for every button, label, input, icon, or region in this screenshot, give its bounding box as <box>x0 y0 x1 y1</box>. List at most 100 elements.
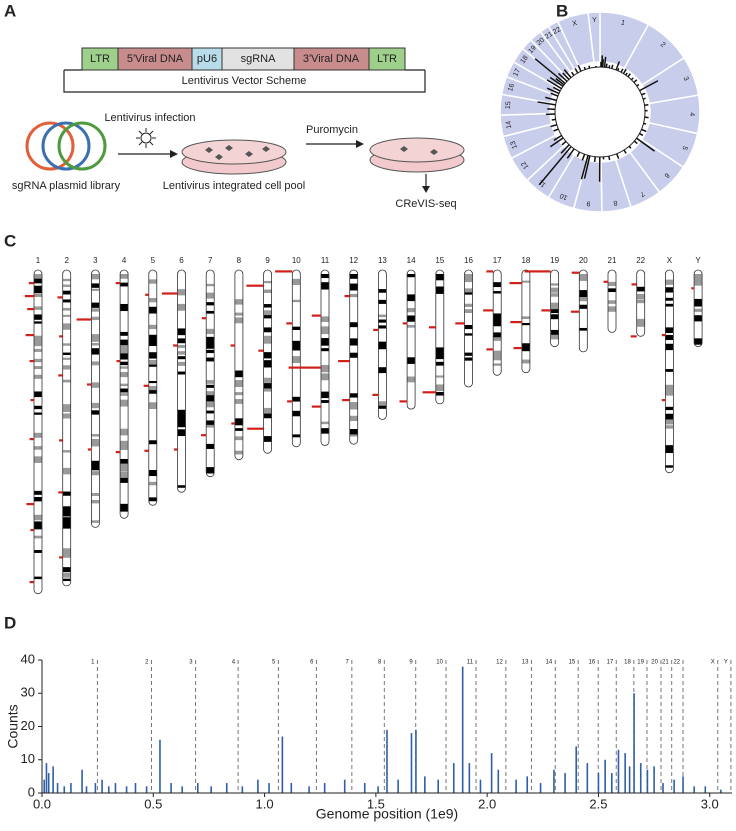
bar <box>115 783 117 793</box>
chromosome <box>522 270 530 373</box>
chromosome-label: 22 <box>636 256 645 265</box>
element-label: LTR <box>90 53 110 65</box>
chromosome <box>120 270 128 518</box>
band <box>465 279 473 282</box>
band <box>206 411 214 414</box>
chromosome-label: 14 <box>407 256 416 265</box>
circos-spike <box>624 150 626 153</box>
chromosome-label: 10 <box>436 660 443 666</box>
band <box>206 467 214 473</box>
insertion-mark <box>231 344 235 346</box>
band <box>178 417 186 422</box>
insertion-mark <box>400 400 408 402</box>
band <box>206 284 214 286</box>
band <box>321 338 329 346</box>
band <box>63 353 71 355</box>
band <box>149 279 157 283</box>
chromosome-label: 21 <box>662 660 669 666</box>
band <box>178 372 186 375</box>
band <box>350 284 358 291</box>
circos-spike <box>637 84 639 86</box>
band <box>91 410 99 414</box>
band <box>264 281 272 283</box>
band <box>665 385 673 392</box>
insertion-mark <box>58 374 62 376</box>
band <box>407 325 415 328</box>
band <box>63 511 71 516</box>
chromosome-label: 6 <box>310 660 314 666</box>
band <box>436 274 444 280</box>
insertion-mark <box>30 399 34 401</box>
band <box>206 358 214 362</box>
circos-spike <box>634 80 637 83</box>
band <box>34 406 42 409</box>
band <box>63 404 71 412</box>
band <box>292 434 300 437</box>
bar <box>86 786 88 793</box>
chromosome-label: 13 <box>378 256 387 265</box>
bar <box>52 766 54 793</box>
circos-spike <box>639 134 642 136</box>
band <box>378 300 386 304</box>
band <box>235 399 243 404</box>
chromosome <box>579 270 587 352</box>
insertion-mark <box>286 322 292 324</box>
band <box>63 323 71 329</box>
band <box>378 401 386 406</box>
x-tick-label: 1.0 <box>256 796 274 811</box>
band <box>63 279 71 281</box>
bar <box>242 786 244 793</box>
insertion-mark <box>486 348 493 350</box>
bar <box>553 770 555 793</box>
band <box>665 298 673 301</box>
bar <box>633 693 635 793</box>
bar <box>226 783 228 793</box>
band <box>665 344 673 350</box>
bar <box>146 786 148 793</box>
insertion-mark <box>87 383 91 385</box>
band <box>292 341 300 348</box>
caption: Lentivirus Vector Scheme <box>182 75 307 87</box>
band <box>120 340 128 346</box>
band <box>436 353 444 359</box>
band <box>34 391 42 397</box>
element-label: pU6 <box>197 53 217 65</box>
band <box>321 365 329 372</box>
chromosome-label: 5 <box>151 256 156 265</box>
insertion-mark <box>483 309 493 311</box>
bar <box>257 780 259 793</box>
chromosome-label: 14 <box>505 120 513 129</box>
bar <box>640 763 642 793</box>
chromosome <box>63 270 71 586</box>
band <box>551 293 559 297</box>
chromosome-label: 3 <box>93 256 98 265</box>
band <box>178 356 186 359</box>
band <box>436 347 444 353</box>
circos-ring <box>555 67 645 157</box>
insertion-mark <box>247 428 263 430</box>
insertion-mark <box>173 344 177 346</box>
insertion-mark <box>287 400 292 402</box>
band <box>608 300 616 304</box>
bar <box>515 780 517 793</box>
band <box>235 392 243 395</box>
band <box>63 468 71 475</box>
band <box>694 274 702 281</box>
band <box>235 428 243 431</box>
bar <box>618 750 620 793</box>
circos-spike <box>631 78 633 80</box>
chromosome <box>407 270 415 409</box>
element-label: sgRNA <box>241 53 277 65</box>
band <box>694 299 702 307</box>
chromosome-label: 16 <box>589 660 596 666</box>
bar <box>95 783 97 793</box>
circos-spike <box>577 152 579 157</box>
band <box>378 315 386 318</box>
band <box>579 297 587 301</box>
band <box>91 343 99 346</box>
chromosome-label: 8 <box>237 256 242 265</box>
band <box>321 282 329 289</box>
band <box>206 350 214 353</box>
band <box>91 382 99 388</box>
band <box>493 282 501 287</box>
